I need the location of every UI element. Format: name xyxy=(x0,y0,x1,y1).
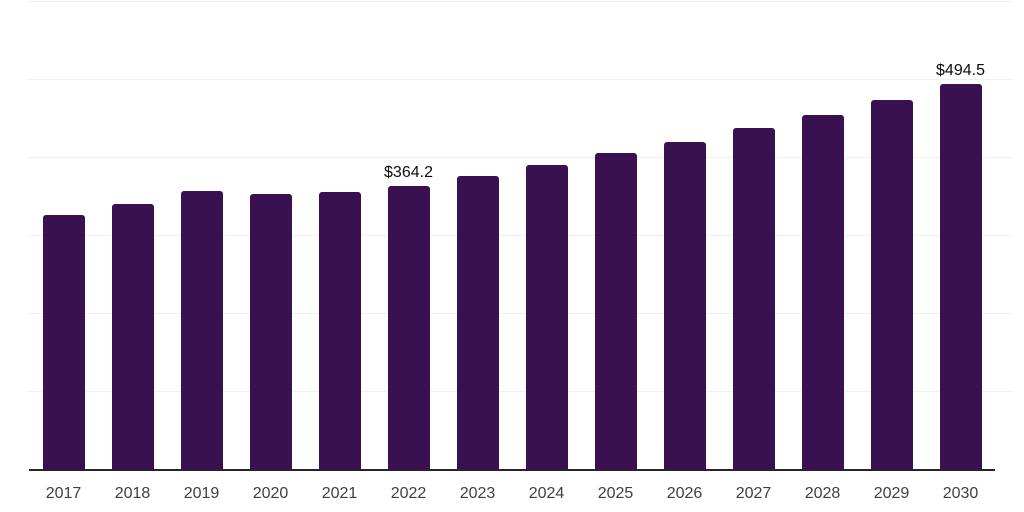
bar-2022 xyxy=(387,185,430,470)
x-tick-label-2021: 2021 xyxy=(321,485,358,502)
bar-2029 xyxy=(870,99,913,470)
gridline xyxy=(29,1,1011,2)
bar-2028 xyxy=(801,115,844,470)
bar-2026 xyxy=(663,142,706,470)
bar-2018 xyxy=(111,204,154,470)
gridline xyxy=(29,391,1011,392)
x-tick-label-2025: 2025 xyxy=(597,485,634,502)
gridline xyxy=(29,157,1011,158)
bar-2017 xyxy=(42,215,85,470)
x-tick-label-2029: 2029 xyxy=(873,485,910,502)
x-tick-label-2019: 2019 xyxy=(183,485,220,502)
gridline xyxy=(29,235,1011,236)
bar-2027 xyxy=(732,127,775,470)
x-tick-label-2023: 2023 xyxy=(459,485,496,502)
bar-2024 xyxy=(525,165,568,470)
bar-2019 xyxy=(180,191,223,470)
x-tick-label-2028: 2028 xyxy=(804,485,841,502)
gridline xyxy=(29,79,1011,80)
x-tick-label-2020: 2020 xyxy=(252,485,289,502)
value-label-2022: $364.2 xyxy=(384,163,433,181)
gridline xyxy=(29,313,1011,314)
bar-2025 xyxy=(594,153,637,470)
x-axis-line xyxy=(29,469,995,471)
x-tick-label-2022: 2022 xyxy=(390,485,427,502)
bar-2030 xyxy=(939,84,982,470)
x-tick-label-2024: 2024 xyxy=(528,485,565,502)
x-tick-label-2027: 2027 xyxy=(735,485,772,502)
x-tick-label-2026: 2026 xyxy=(666,485,703,502)
value-label-2030: $494.5 xyxy=(936,62,985,80)
x-tick-label-2018: 2018 xyxy=(114,485,151,502)
bar-2023 xyxy=(456,176,499,470)
x-tick-label-2017: 2017 xyxy=(45,485,82,502)
bar-2021 xyxy=(318,192,361,470)
x-tick-label-2030: 2030 xyxy=(942,485,979,502)
bar-2020 xyxy=(249,194,292,470)
